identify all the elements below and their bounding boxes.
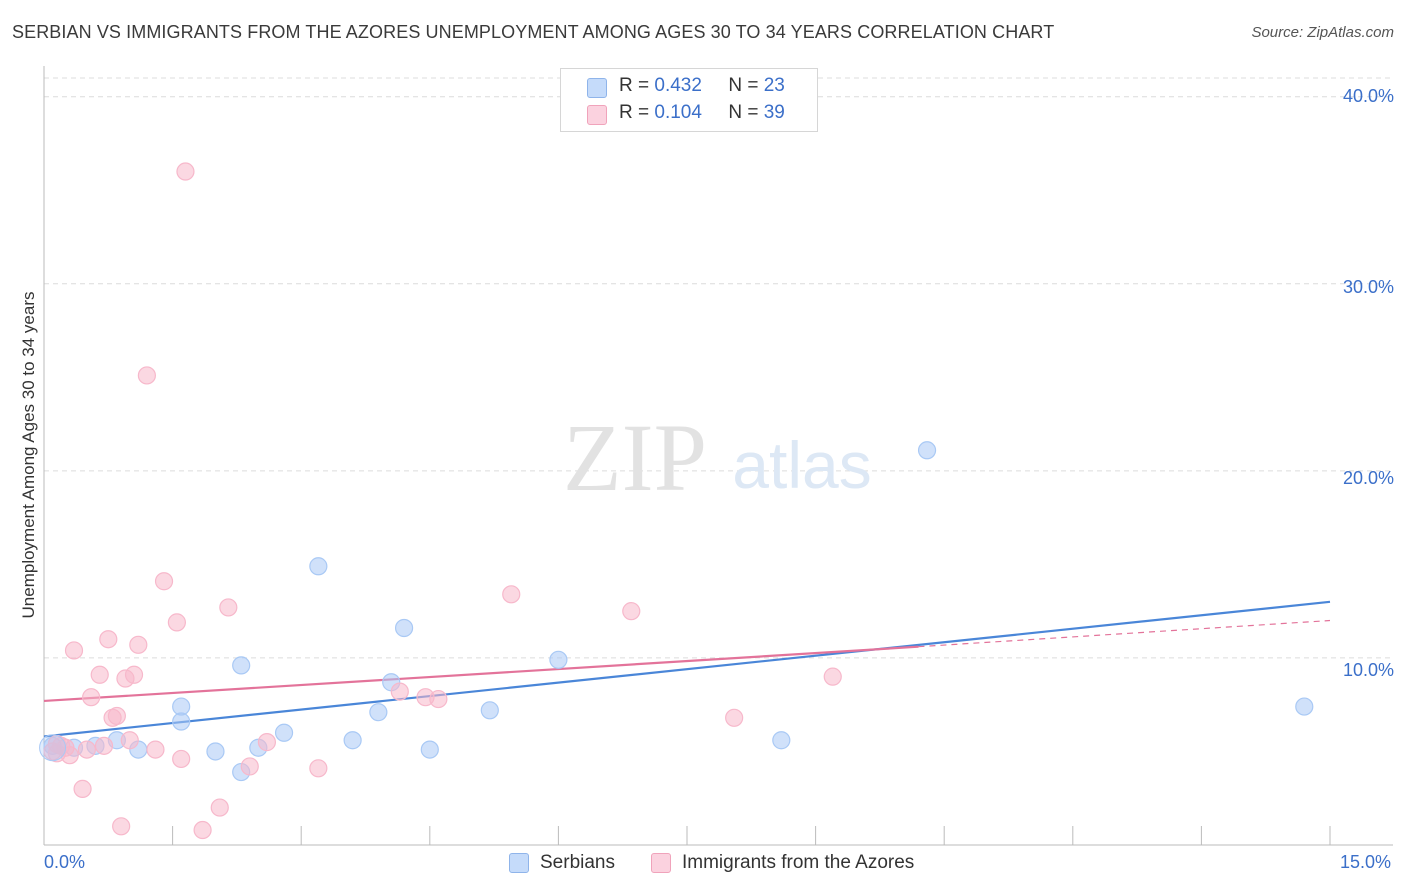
legend-r-label: R = <box>619 75 650 96</box>
point-azores-24 <box>210 798 229 817</box>
legend-swatch-azores <box>587 105 607 125</box>
point-serbians-7 <box>206 742 225 761</box>
point-azores-17 <box>137 366 156 385</box>
legend-swatch-serbians <box>587 78 607 98</box>
point-azores-23 <box>193 820 212 840</box>
gridlines <box>44 77 1393 659</box>
watermark-zip: ZIP <box>563 404 707 511</box>
source-label: Source: ZipAtlas.com <box>1251 24 1394 41</box>
point-azores-18 <box>146 740 165 759</box>
point-azores-20 <box>167 613 186 632</box>
point-serbians-6 <box>172 697 191 716</box>
point-azores-28 <box>309 759 328 778</box>
point-azores-29 <box>390 682 409 701</box>
point-azores-11 <box>107 706 126 726</box>
point-serbians-22 <box>1295 697 1314 716</box>
point-serbians-8 <box>232 656 251 675</box>
bottom-legend-label-azores: Immigrants from the Azores <box>682 852 915 873</box>
legend-n-label: N = <box>728 75 759 96</box>
chart-title: SERBIAN VS IMMIGRANTS FROM THE AZORES UN… <box>12 22 1055 42</box>
y-tick-label-30: 30.0% <box>1342 277 1394 297</box>
point-serbians-21 <box>917 441 937 460</box>
y-tick-label-40: 40.0% <box>1342 86 1394 106</box>
point-serbians-11 <box>274 723 294 742</box>
data-points <box>39 162 1314 840</box>
point-cluster-origin <box>39 734 67 762</box>
point-azores-9 <box>99 630 118 649</box>
legend-n-value: 39 <box>763 102 785 123</box>
point-azores-33 <box>622 602 641 621</box>
point-serbians-17 <box>420 740 439 759</box>
point-azores-26 <box>240 757 259 776</box>
point-azores-35 <box>823 667 842 686</box>
legend-n-label: N = <box>728 102 759 123</box>
point-azores-22 <box>176 162 195 181</box>
bottom-legend-swatch-azores <box>651 853 671 873</box>
point-azores-5 <box>73 779 92 798</box>
x-tick-label-min: 0.0% <box>44 852 86 872</box>
point-azores-34 <box>725 708 744 727</box>
point-azores-27 <box>257 733 277 752</box>
point-azores-8 <box>94 736 114 755</box>
trend-line-azores <box>43 645 919 703</box>
point-azores-7 <box>90 665 109 684</box>
legend-r-label: R = <box>619 102 650 123</box>
point-azores-4 <box>64 641 84 660</box>
trend-line-serbians <box>43 600 1331 738</box>
point-azores-32 <box>502 585 521 604</box>
point-serbians-13 <box>343 731 362 750</box>
trend-extension-azores <box>918 619 1331 648</box>
correlation-legend: R = 0.432 N = 23 R = 0.104 N = 39 <box>560 68 818 132</box>
point-azores-31 <box>429 689 448 709</box>
point-azores-19 <box>154 572 174 591</box>
legend-r-value: 0.432 <box>654 75 702 96</box>
point-serbians-12 <box>309 557 328 576</box>
point-azores-14 <box>120 731 139 750</box>
bottom-legend-label-serbians: Serbians <box>540 852 615 873</box>
point-azores-37 <box>77 740 96 759</box>
y-tick-label-20: 20.0% <box>1342 468 1394 488</box>
watermark-atlas: atlas <box>732 428 871 502</box>
point-azores-12 <box>112 817 131 836</box>
point-serbians-20 <box>772 731 791 750</box>
point-azores-21 <box>172 749 191 769</box>
point-serbians-19 <box>549 650 568 669</box>
legend-r-value: 0.104 <box>654 102 702 123</box>
point-serbians-18 <box>480 701 499 720</box>
point-serbians-14 <box>369 703 388 722</box>
point-serbians-16 <box>394 618 414 638</box>
bottom-legend-swatch-serbians <box>509 853 529 873</box>
point-azores-15 <box>124 665 144 684</box>
point-azores-6 <box>82 688 101 707</box>
y-tick-label-10: 10.0% <box>1342 660 1394 680</box>
trend-lines <box>43 600 1331 738</box>
point-azores-25 <box>219 598 238 617</box>
legend-n-value: 23 <box>763 75 785 96</box>
x-tick-label-max: 15.0% <box>1340 852 1392 872</box>
axes <box>43 66 1393 846</box>
point-azores-16 <box>129 635 148 654</box>
